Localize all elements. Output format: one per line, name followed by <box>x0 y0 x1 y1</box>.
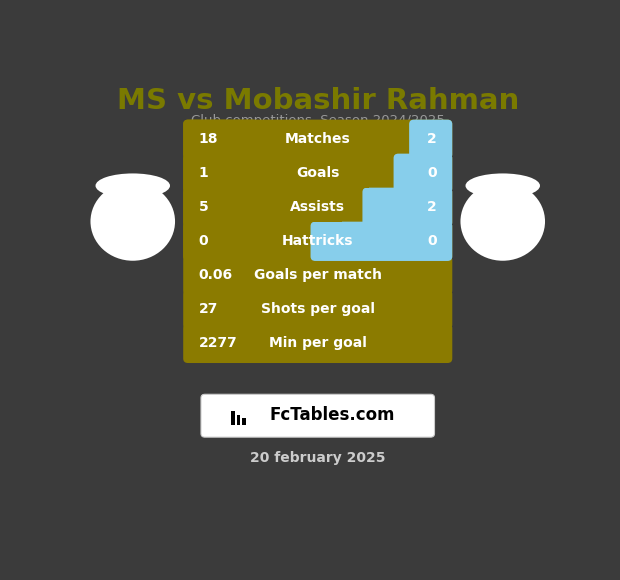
FancyBboxPatch shape <box>409 119 453 159</box>
Bar <box>237 415 241 425</box>
Ellipse shape <box>95 173 170 198</box>
FancyBboxPatch shape <box>184 289 453 329</box>
FancyBboxPatch shape <box>184 188 453 227</box>
Text: Hattricks: Hattricks <box>282 234 353 248</box>
Bar <box>370 192 448 223</box>
FancyBboxPatch shape <box>184 188 258 227</box>
Circle shape <box>461 182 545 261</box>
Bar <box>231 411 235 425</box>
Text: Goals per match: Goals per match <box>254 269 382 282</box>
Text: 0.06: 0.06 <box>198 269 232 282</box>
FancyBboxPatch shape <box>311 222 453 261</box>
FancyBboxPatch shape <box>184 119 258 159</box>
Bar <box>417 124 448 154</box>
Text: Matches: Matches <box>285 132 351 146</box>
Text: 0: 0 <box>198 234 208 248</box>
FancyBboxPatch shape <box>184 222 258 261</box>
FancyBboxPatch shape <box>184 119 453 159</box>
Text: 2: 2 <box>427 132 437 146</box>
Text: MS vs Mobashir Rahman: MS vs Mobashir Rahman <box>117 88 519 115</box>
Bar <box>242 418 246 425</box>
Text: Club competitions, Season 2024/2025: Club competitions, Season 2024/2025 <box>191 114 445 127</box>
Circle shape <box>91 182 175 261</box>
Bar <box>317 226 448 256</box>
Ellipse shape <box>466 173 540 198</box>
Text: Assists: Assists <box>290 200 345 214</box>
Text: 0: 0 <box>427 234 437 248</box>
Text: Min per goal: Min per goal <box>269 336 366 350</box>
Text: Shots per goal: Shots per goal <box>261 302 374 316</box>
Text: 0: 0 <box>427 166 437 180</box>
FancyBboxPatch shape <box>201 394 435 437</box>
FancyBboxPatch shape <box>184 222 453 261</box>
Text: 2: 2 <box>427 200 437 214</box>
FancyBboxPatch shape <box>188 124 382 154</box>
Bar <box>401 158 448 188</box>
FancyBboxPatch shape <box>394 154 453 193</box>
FancyBboxPatch shape <box>188 158 369 188</box>
FancyBboxPatch shape <box>184 256 453 295</box>
Text: 20 february 2025: 20 february 2025 <box>250 451 386 465</box>
FancyBboxPatch shape <box>184 154 258 193</box>
Text: 5: 5 <box>198 200 208 214</box>
FancyBboxPatch shape <box>188 192 342 223</box>
Text: FcTables.com: FcTables.com <box>270 406 395 424</box>
FancyBboxPatch shape <box>184 154 453 193</box>
Text: 27: 27 <box>198 302 218 316</box>
Text: 1: 1 <box>198 166 208 180</box>
FancyBboxPatch shape <box>188 226 298 256</box>
FancyBboxPatch shape <box>184 324 453 363</box>
Text: 2277: 2277 <box>198 336 237 350</box>
Text: Goals: Goals <box>296 166 339 180</box>
Text: 18: 18 <box>198 132 218 146</box>
FancyBboxPatch shape <box>363 188 453 227</box>
